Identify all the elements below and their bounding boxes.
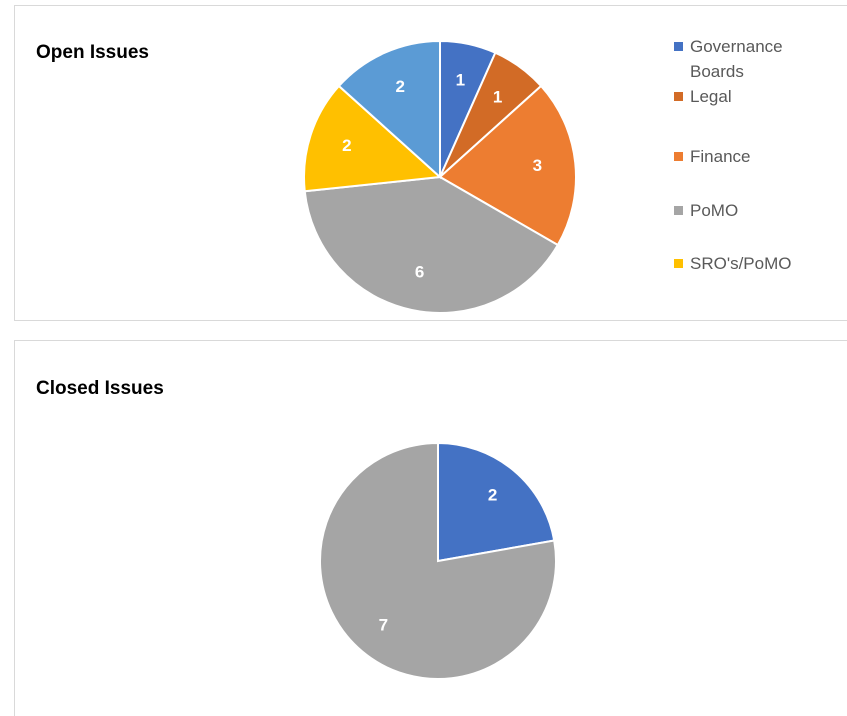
data-label: 2	[395, 77, 404, 96]
data-label: 2	[488, 485, 497, 504]
legend-label: PoMO	[690, 201, 739, 220]
data-label: 6	[415, 262, 424, 281]
closed-chart-frame	[14, 340, 847, 716]
legend-item: Finance	[674, 144, 824, 169]
legend-label: Finance	[690, 147, 751, 166]
legend-item: Governance Boards	[674, 34, 824, 84]
legend-swatch	[674, 42, 683, 51]
pie-slice	[303, 175, 560, 314]
pie-slice	[303, 84, 443, 193]
open-chart-frame	[14, 5, 847, 321]
data-label: 1	[493, 87, 502, 106]
pie-slice	[337, 39, 441, 180]
data-label: 2	[342, 136, 351, 155]
pie-slice	[438, 84, 577, 247]
legend-label: Legal	[690, 87, 732, 106]
chart-title: Open Issues	[36, 42, 149, 63]
legend-swatch	[674, 206, 683, 215]
chart-title: Closed Issues	[36, 378, 164, 399]
legend-item: PoMO	[674, 198, 824, 223]
data-label: 3	[533, 156, 542, 175]
pie-slice	[319, 441, 557, 680]
legend-label: SRO's/PoMO	[690, 254, 792, 273]
legend-item: SRO's/PoMO	[674, 251, 824, 276]
data-label: 1	[456, 71, 465, 90]
legend-swatch	[674, 259, 683, 268]
pie-slice	[437, 441, 556, 563]
legend-item: Legal	[674, 84, 824, 109]
legend-label: Governance Boards	[690, 37, 783, 81]
legend-swatch	[674, 92, 683, 101]
data-label: 7	[379, 616, 388, 635]
legend-swatch	[674, 152, 683, 161]
